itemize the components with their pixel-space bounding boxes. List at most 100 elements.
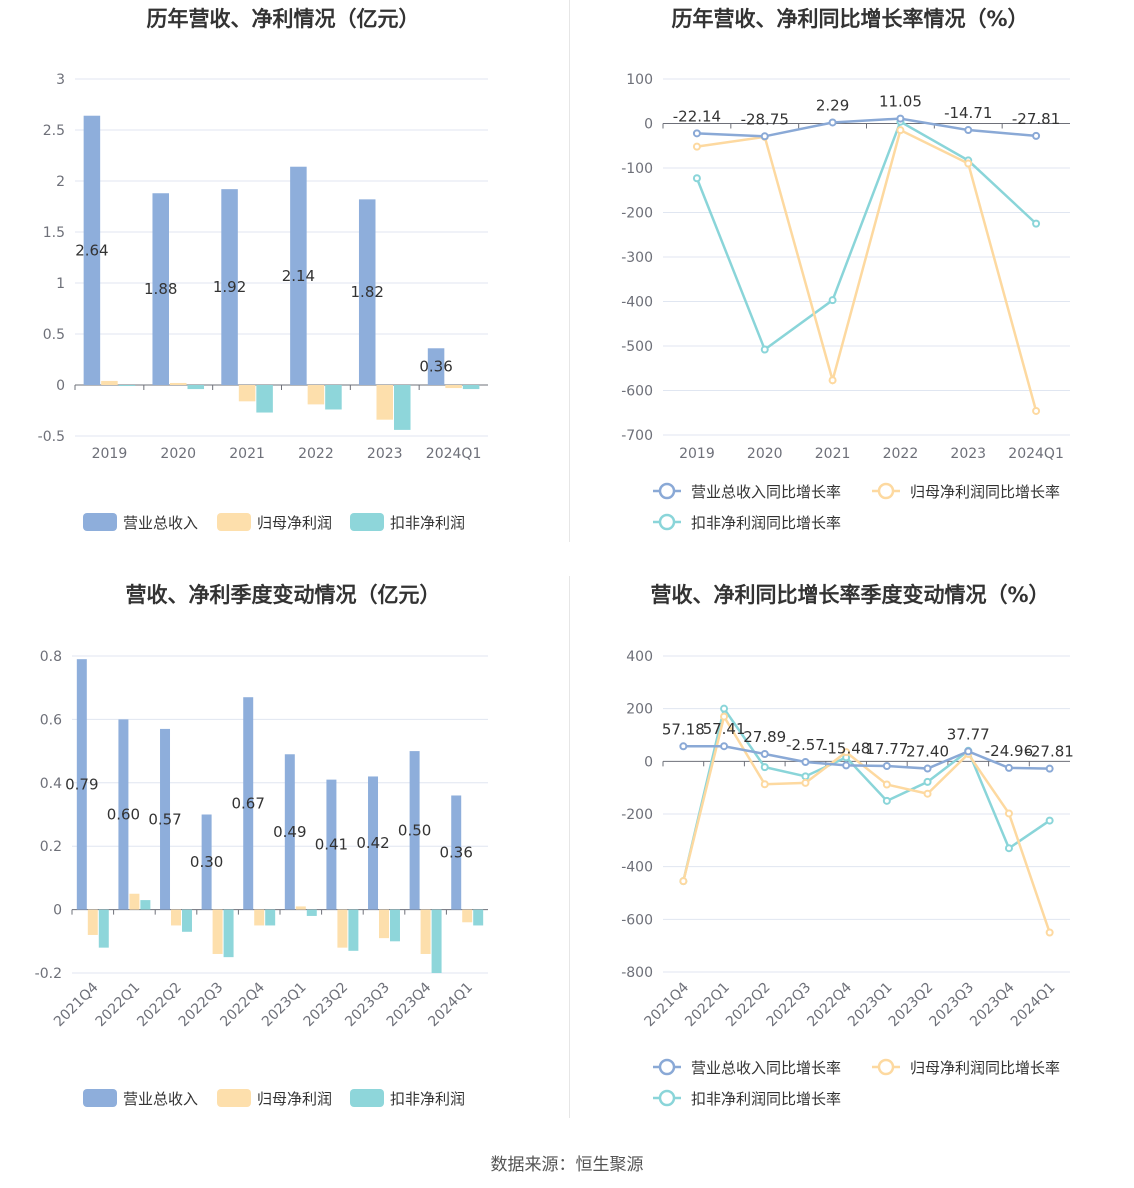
legend-swatch [350, 1089, 384, 1107]
chart-quarterly-growth-rate: 营收、净利同比增长率季度变动情况（%） -800 -600 -400 -200 0 200 4… [621, 583, 1074, 1108]
panel-annual-growth: 历年营收、净利同比增长率情况（%） -700 -600 -500 -400 -300 -20… [567, 0, 1134, 576]
bar-net-profit [254, 909, 265, 926]
point-deducted-profit-growth [801, 772, 810, 781]
bar-deducted-profit [462, 385, 480, 390]
legend-label: 营业总收入 [123, 514, 198, 532]
point-revenue-growth [964, 126, 973, 135]
bar-revenue [160, 728, 171, 910]
bar-net-profit [295, 906, 306, 910]
divider-bottom [569, 576, 570, 1118]
legend-marker [658, 482, 676, 500]
x-tick-label: 2021 [229, 446, 265, 462]
data-label: -15.48 [822, 739, 870, 757]
bar-deducted-profit [306, 909, 317, 916]
point-deducted-profit-growth [882, 796, 891, 805]
point-deducted-profit-growth [828, 296, 837, 305]
data-label: -14.71 [944, 104, 992, 122]
chart-title: 营收、净利季度变动情况（亿元） [126, 583, 441, 607]
panel-quarterly-revenue: 营收、净利季度变动情况（亿元） -0.2 0 0.2 0.4 0.6 0.8 2021Q4 20… [0, 576, 567, 1152]
bar-revenue [290, 166, 307, 385]
data-label: 1.88 [144, 280, 177, 298]
y-tick-label: 1 [56, 276, 65, 292]
point-deducted-profit-growth [1004, 844, 1013, 853]
y-tick-label: -0.2 [35, 966, 62, 982]
y-tick-label: 1.5 [43, 225, 65, 241]
bar-revenue [83, 115, 101, 385]
data-label: 2.64 [75, 241, 108, 259]
point-revenue-growth [801, 758, 810, 767]
bar-revenue [221, 189, 238, 385]
bar-net-profit [101, 380, 118, 385]
point-deducted-profit-growth [1045, 816, 1054, 825]
data-source: 数据来源：恒生聚源 [490, 1155, 644, 1175]
bar-deducted-profit [140, 900, 151, 910]
bar-revenue [409, 751, 420, 910]
y-tick-label: -400 [621, 295, 653, 311]
data-label: 57.18 [662, 720, 705, 738]
data-label: 11.05 [879, 93, 922, 111]
x-tick-label: 2023Q1 [845, 980, 896, 1031]
bar-net-profit [379, 909, 389, 939]
y-tick-label: -600 [621, 912, 653, 928]
bar-revenue [243, 697, 254, 910]
point-deducted-profit-growth [692, 174, 701, 183]
bar-deducted-profit [187, 385, 205, 390]
bar-deducted-profit [98, 909, 109, 948]
legend-label: 营业总收入同比增长率 [691, 1059, 841, 1077]
y-tick-label: 2.5 [43, 123, 65, 139]
x-tick-label: 2022Q4 [217, 979, 268, 1030]
point-net-profit-growth [896, 126, 905, 135]
bar-revenue [427, 348, 445, 385]
bar-deducted-profit [223, 909, 234, 958]
point-revenue-growth [760, 749, 769, 758]
y-tick-label: 0 [53, 903, 62, 919]
point-revenue-growth [896, 114, 905, 123]
y-tick-label: -100 [621, 161, 653, 177]
chart-title: 营收、净利同比增长率季度变动情况（%） [650, 583, 1049, 607]
y-tick-label: 3 [56, 72, 65, 88]
y-tick-label: -500 [621, 339, 653, 355]
y-tick-label: -700 [621, 428, 653, 444]
bar-deducted-profit [256, 385, 273, 413]
legend-label: 扣非净利润同比增长率 [691, 1090, 841, 1108]
point-net-profit-growth [801, 778, 810, 787]
point-deducted-profit-growth [720, 704, 729, 713]
panel-annual-revenue: 历年营收、净利情况（亿元） -0.5 0 0.5 1 1.5 2 2.5 3 2019 2020 20… [0, 0, 567, 576]
bar-net-profit [129, 893, 140, 910]
x-tick-label: 2022Q1 [682, 980, 733, 1031]
y-tick-label: -400 [621, 860, 653, 876]
legend-marker [877, 482, 895, 500]
x-tick-label: 2023Q4 [384, 979, 435, 1030]
line-revenue-growth [683, 744, 1050, 770]
legend-swatch [83, 1089, 117, 1107]
bar-net-profit [376, 385, 394, 420]
bar-net-profit [238, 385, 256, 402]
point-revenue-growth [842, 761, 851, 770]
point-net-profit-growth [679, 877, 688, 886]
x-tick-label: 2022Q2 [134, 980, 185, 1031]
data-label: 0.41 [315, 836, 348, 854]
point-revenue-growth [1045, 764, 1054, 773]
point-revenue-growth [923, 764, 932, 773]
point-net-profit-growth [882, 780, 891, 789]
point-deducted-profit-growth [1032, 219, 1041, 228]
legend-swatch [83, 513, 117, 531]
data-label: 27.89 [743, 728, 786, 746]
bar-deducted-profit [118, 385, 136, 387]
data-label: -27.81 [1025, 743, 1073, 761]
legend-label: 归母净利润同比增长率 [910, 1059, 1060, 1077]
bar-net-profit [307, 385, 325, 405]
bar-net-profit [87, 909, 98, 935]
data-label: 1.82 [351, 283, 384, 301]
x-tick-label: 2020 [747, 446, 783, 462]
chart-annual-revenue-profit: 历年营收、净利情况（亿元） -0.5 0 0.5 1 1.5 2 2.5 3 2019 2020 20… [38, 7, 488, 532]
point-net-profit-growth [1045, 928, 1054, 937]
data-label: 17.77 [865, 740, 908, 758]
line-revenue-growth [696, 117, 1037, 138]
line-deducted-profit-growth [695, 119, 1037, 352]
point-revenue-growth [720, 742, 729, 751]
data-label: 0.79 [65, 775, 98, 793]
bar-deducted-profit [325, 385, 342, 410]
y-tick-label: 100 [626, 72, 653, 88]
y-tick-label: 0.8 [40, 649, 62, 665]
